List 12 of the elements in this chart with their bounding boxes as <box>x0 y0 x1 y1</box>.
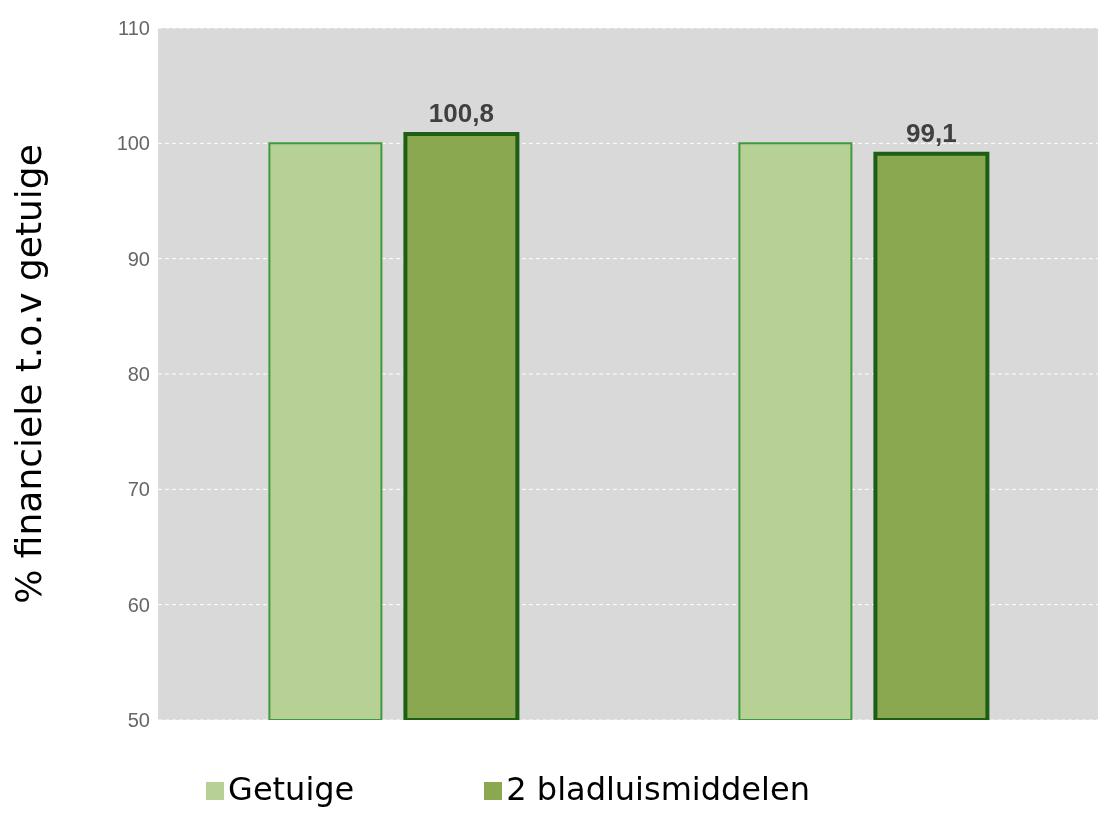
y-tick-label: 90 <box>127 247 150 270</box>
y-tick-label: 100 <box>116 132 150 155</box>
data-label: 99,1 <box>906 117 957 148</box>
y-tick-label: 80 <box>127 363 150 386</box>
legend-label: 2 bladluismiddelen <box>506 770 810 808</box>
y-tick-label: 60 <box>127 593 150 616</box>
y-tick-label: 70 <box>127 478 150 501</box>
y-tick-label: 50 <box>127 709 150 732</box>
y-axis-title: % financiele t.o.v getuige <box>7 144 49 604</box>
data-label: 100,8 <box>428 98 494 129</box>
legend-label: Getuige <box>228 770 355 808</box>
y-tick-label: 110 <box>118 17 150 40</box>
